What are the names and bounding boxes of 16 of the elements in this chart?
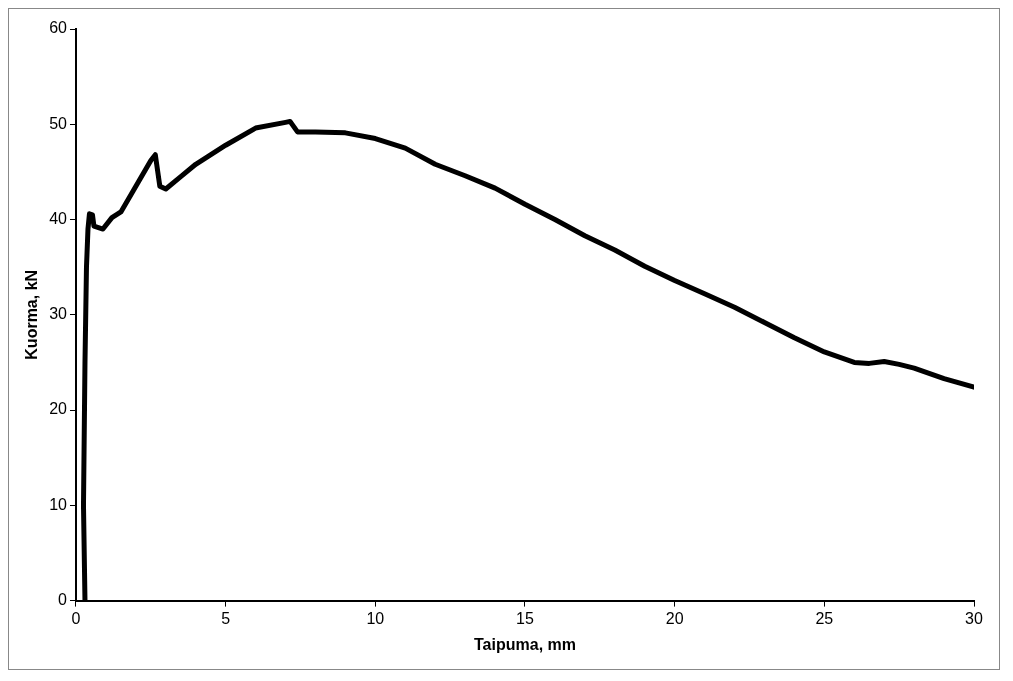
- x-axis-title: Taipuma, mm: [474, 635, 576, 653]
- x-tick-label: 30: [965, 609, 983, 627]
- x-tick-label: 10: [366, 609, 385, 627]
- x-tick-label: 15: [516, 609, 534, 627]
- y-tick-label: 10: [49, 495, 68, 513]
- y-tick-label: 50: [49, 114, 68, 132]
- y-tick-label: 0: [58, 591, 68, 609]
- y-axis-title: Kuorma, kN: [23, 269, 41, 360]
- y-tick-label: 60: [49, 19, 68, 37]
- y-tick-label: 20: [49, 400, 68, 418]
- x-tick-label: 0: [71, 609, 81, 627]
- x-tick-label: 25: [815, 609, 834, 627]
- x-tick-label: 5: [221, 609, 231, 627]
- y-tick-label: 40: [49, 209, 68, 227]
- y-tick-label: 30: [49, 305, 68, 323]
- x-tick-label: 20: [665, 609, 684, 627]
